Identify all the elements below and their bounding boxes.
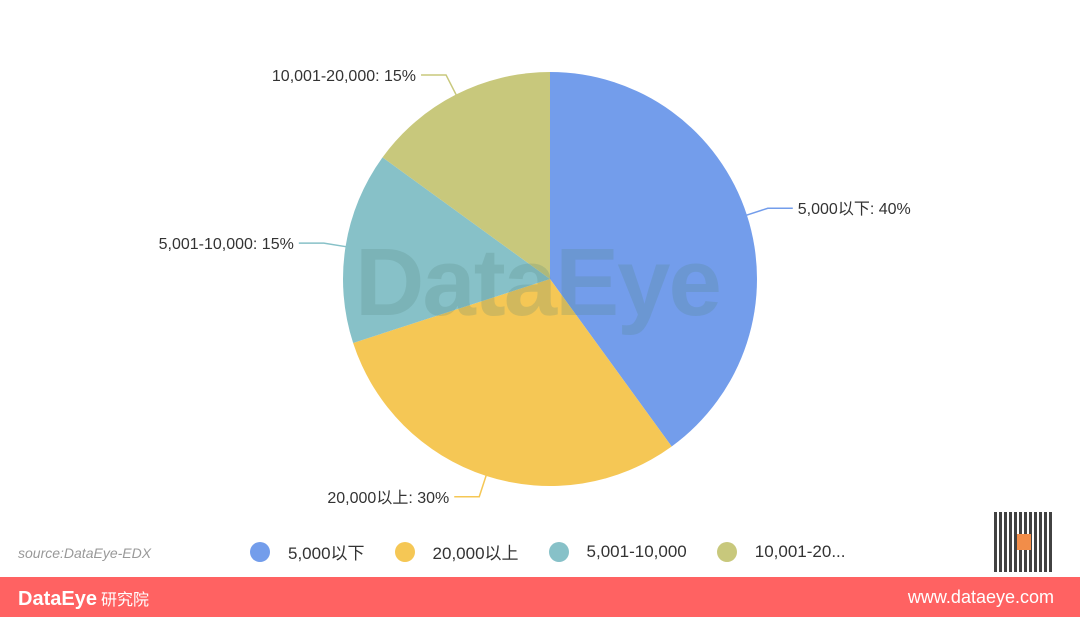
brand-logo: DataEye 研究院 (18, 588, 149, 610)
pie-slice[interactable] (550, 72, 757, 447)
legend: 5,000以下 20,000以上 5,001-10,000 10,001-20... (250, 539, 876, 564)
legend-marker (250, 541, 270, 562)
pie-chart: 5,000以下: 40% 20,000以上: 30% 5,001-10,000: 1… (159, 68, 911, 507)
legend-label: 20,000以上 (432, 544, 519, 563)
label-leader-line (744, 207, 793, 217)
label-leader-line (298, 242, 348, 248)
source-note: source:DataEye-EDX (18, 545, 152, 561)
label-leader-line (421, 74, 458, 97)
footer-bar: DataEye 研究院 www.dataeye.com (0, 577, 1080, 617)
website-link[interactable]: www.dataeye.com (907, 587, 1054, 607)
legend-marker (548, 541, 569, 562)
legend-item[interactable]: 10,001-20... (716, 541, 846, 562)
data-label: 20,000以上: 30% (327, 489, 449, 507)
legend-marker (716, 541, 737, 562)
legend-marker (394, 541, 415, 562)
legend-item[interactable]: 5,000以下 (250, 539, 365, 564)
legend-label: 10,001-20... (754, 541, 846, 561)
legend-item[interactable]: 20,000以上 (394, 539, 519, 564)
data-label: 5,000以下: 40% (798, 201, 911, 218)
legend-label: 5,000以下 (288, 544, 365, 563)
pie-slice[interactable] (343, 157, 550, 343)
label-leader-line (454, 473, 488, 498)
qr-code (994, 512, 1054, 572)
data-label: 5,001-10,000: 15% (159, 236, 294, 253)
data-label: 10,001-20,000: 15% (272, 68, 416, 85)
legend-label: 5,001-10,000 (586, 541, 687, 561)
pie-slice[interactable] (353, 279, 672, 487)
pie-slice[interactable] (382, 72, 550, 279)
legend-item[interactable]: 5,001-10,000 (548, 541, 687, 562)
